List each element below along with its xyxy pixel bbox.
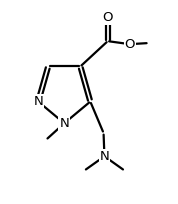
Text: O: O bbox=[103, 11, 113, 24]
Text: O: O bbox=[125, 38, 135, 51]
Text: N: N bbox=[100, 150, 109, 163]
Text: N: N bbox=[59, 117, 69, 130]
Text: N: N bbox=[33, 95, 43, 108]
